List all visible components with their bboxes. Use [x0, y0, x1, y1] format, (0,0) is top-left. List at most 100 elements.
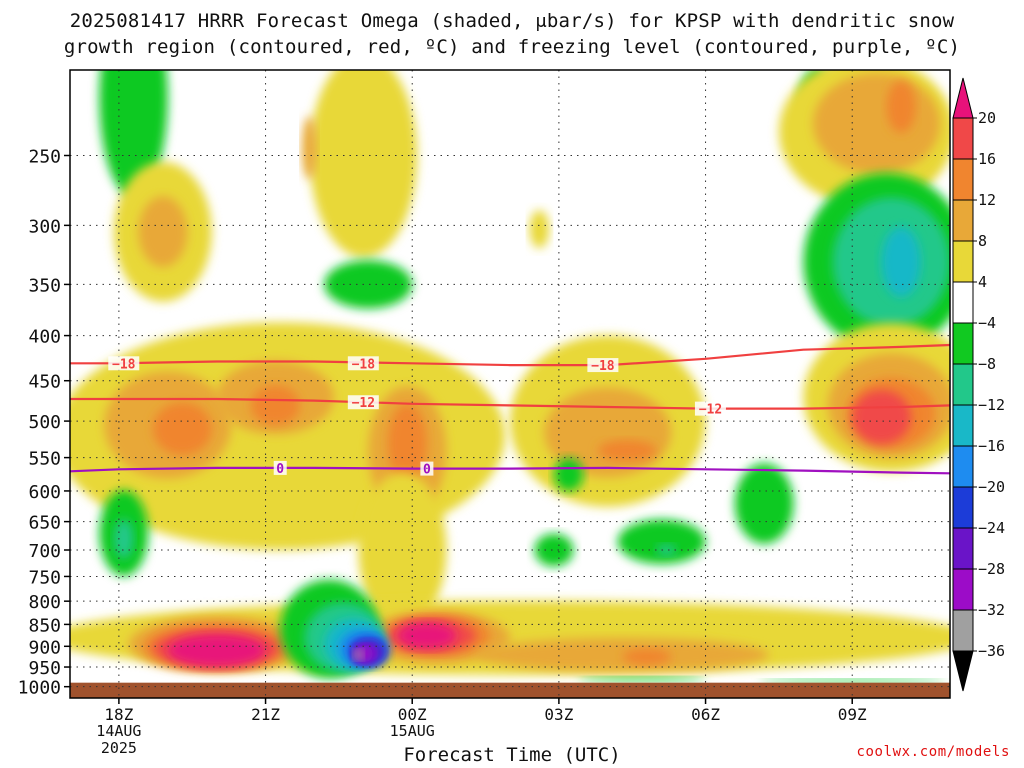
x-tick-label: 03Z — [544, 705, 573, 724]
x-tick-label: 09Z — [838, 705, 867, 724]
y-tick-label: 850 — [28, 615, 61, 636]
ground-band — [70, 682, 950, 698]
colorbar-swatch — [952, 363, 974, 406]
colorbar-label: −32 — [978, 601, 1005, 619]
omega-region-8_12 — [138, 196, 188, 267]
contour-label-bg — [108, 356, 140, 371]
y-tick-label: 400 — [28, 327, 61, 348]
y-tick-label: 1000 — [18, 678, 61, 699]
omega-region-12_16 — [622, 648, 672, 666]
x-tick-label: 21Z — [251, 705, 280, 724]
chart-title-line2: growth region (contoured, red, ºC) and f… — [63, 36, 961, 58]
omega-region-12_16 — [153, 402, 212, 456]
colorbar-label: 12 — [978, 191, 996, 209]
x-tick-date: 14AUG — [96, 722, 141, 740]
colorbar-label: 4 — [978, 273, 987, 291]
contour-label-bg — [347, 356, 379, 371]
colorbar-swatch — [952, 240, 974, 283]
chart-title-line1: 2025081417 HRRR Forecast Omega (shaded, … — [69, 10, 955, 32]
omega-region-8_12 — [475, 638, 770, 672]
omega-region-m16_m12 — [881, 226, 921, 297]
contour-label-bg — [694, 401, 726, 416]
plot-frame — [69, 69, 951, 699]
ground-surface — [70, 682, 950, 698]
colorbar-label: 16 — [978, 150, 996, 168]
omega-region-m8_m4 — [759, 678, 946, 683]
contour-label: −12 — [699, 403, 722, 418]
temperature-contours — [70, 343, 950, 475]
colorbar-label: −20 — [978, 478, 1005, 496]
y-tick-label: 600 — [28, 482, 61, 503]
y-tick-label: 800 — [28, 592, 61, 613]
dendritic-contour — [70, 343, 950, 367]
y-tick-label: 700 — [28, 541, 61, 562]
omega-region-12_16 — [598, 439, 657, 462]
omega-region-8_12 — [302, 116, 317, 180]
omega-region-4_8 — [309, 70, 418, 258]
colorbar-label: −12 — [978, 396, 1005, 414]
colorbar-swatch — [952, 609, 974, 652]
colorbar-label: −16 — [978, 437, 1005, 455]
y-tick-label: 950 — [28, 658, 61, 679]
colorbar-label: −24 — [978, 519, 1005, 537]
omega-region-m8_m4 — [324, 260, 413, 309]
colorbar-label: −28 — [978, 560, 1005, 578]
omega-region-m12_m8 — [656, 544, 677, 556]
colorbar-label: 8 — [978, 232, 987, 250]
omega-region-above_20 — [167, 634, 266, 667]
colorbar-swatch — [952, 117, 974, 160]
colorbar-swatch — [952, 445, 974, 488]
colorbar-bottom-arrow — [952, 650, 974, 692]
colorbar-swatch — [952, 199, 974, 242]
x-tick-label: 18Z — [104, 705, 133, 724]
y-tick-label: 300 — [28, 216, 61, 237]
contour-label: −18 — [112, 357, 136, 372]
omega-region-m8_m4 — [734, 463, 794, 544]
y-tick-label: 500 — [28, 412, 61, 433]
omega-region-12_16 — [387, 403, 427, 484]
omega-shading — [70, 70, 950, 683]
colorbar-label: −4 — [978, 314, 996, 332]
y-tick-label: 750 — [28, 567, 61, 588]
contour-label: −18 — [352, 357, 376, 372]
contour-label: 0 — [276, 462, 284, 477]
colorbar-swatch — [952, 281, 974, 324]
omega-region-m12_m8 — [114, 519, 134, 559]
omega-region-m8_m4 — [554, 457, 584, 492]
omega-region-above_20 — [397, 622, 457, 649]
colorbar-label: −36 — [978, 642, 1005, 660]
omega-region-12_16 — [886, 80, 916, 133]
y-tick-label: 250 — [28, 146, 61, 167]
omega-region-m36_m32 — [353, 649, 364, 660]
colorbar-top-arrow — [952, 77, 974, 119]
y-tick-label: 650 — [28, 513, 61, 534]
y-tick-label: 900 — [28, 637, 61, 658]
x-tick-date: 15AUG — [390, 722, 435, 740]
contour-label-bg — [420, 461, 434, 476]
contour-label-bg — [587, 358, 619, 373]
colorbar-swatch — [952, 158, 974, 201]
site-credit: coolwx.com/models — [856, 744, 1010, 760]
y-tick-label: 550 — [28, 449, 61, 470]
contour-label: −12 — [352, 396, 375, 411]
x-axis-label: Forecast Time (UTC) — [403, 744, 621, 766]
omega-region-4_8 — [529, 210, 550, 249]
omega-region-m8_m4 — [534, 533, 574, 567]
contour-labels: −18 −18 −18 −12 −12 0 0 — [108, 356, 726, 478]
colorbar-swatch — [952, 404, 974, 447]
colorbar-swatch — [952, 322, 974, 365]
x-tick-label: 00Z — [398, 705, 427, 724]
axes: 2503003504004505005506006507007508008509… — [18, 69, 951, 757]
omega-region-m8_m4 — [578, 676, 706, 682]
colorbar-legend: 20 16 12 8 4 −4 −8 −12 −16 −20 −24 −28 −32 −36 — [952, 77, 1005, 692]
colorbar-label: 20 — [978, 109, 996, 127]
colorbar-swatch — [952, 486, 974, 529]
freezing-level-contour — [70, 466, 950, 475]
y-tick-label: 450 — [28, 372, 61, 393]
colorbar-label: −8 — [978, 355, 996, 373]
omega-region-12_16 — [250, 385, 300, 426]
x-tick-year: 2025 — [101, 739, 137, 757]
contour-label-bg — [347, 395, 379, 410]
contour-label: 0 — [423, 463, 431, 478]
